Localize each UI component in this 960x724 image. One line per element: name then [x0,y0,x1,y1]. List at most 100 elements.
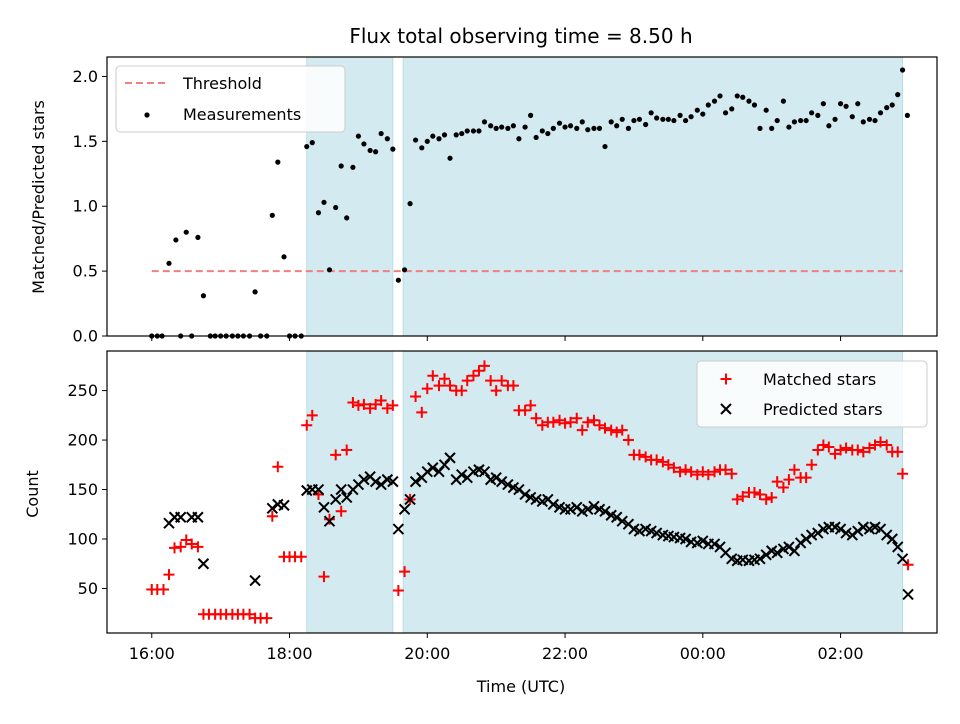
predicted-star-point [409,475,422,488]
top-y-tick-label: 0.5 [73,262,98,281]
predicted-star-point [812,527,824,539]
matched-star-point [766,491,778,503]
predicted-star-point [490,471,502,484]
measurement-point [849,114,855,120]
top-axes-frame [106,56,938,337]
measurement-point [904,112,910,118]
matched-star-point [777,482,789,494]
matched-star-point [416,406,428,418]
measurement-point [648,110,654,116]
legend-predicted-label: Predicted stars [763,400,883,419]
predicted-star-point [192,511,204,523]
measurement-point [499,124,505,130]
measurement-point [533,134,539,141]
top-y-tick-label: 0.0 [73,327,98,346]
measurement-point [860,119,866,125]
matched-star-point [530,412,542,424]
measurement-point [786,124,792,130]
measurement-point [275,159,281,165]
bottom-y-tick-label: 100 [67,530,98,549]
measurement-point [877,110,884,116]
measurement-point [281,254,287,260]
matched-star-point [902,559,914,571]
measurement-point [820,101,826,107]
matched-star-point [439,373,451,385]
measurement-point [344,215,350,221]
matched-star-point [381,402,393,414]
matched-star-point [387,399,399,411]
measurement-point [791,119,798,125]
predicted-star-point [392,523,405,535]
matched-star-point [674,466,686,478]
measurement-point [309,140,315,146]
legend-measurement-swatch [144,112,150,118]
predicted-star-point [846,529,858,541]
measurement-point [326,267,333,273]
measurement-point [528,112,534,118]
matched-star-point [788,464,800,476]
predicted-star-point [564,503,577,516]
measurement-point [407,201,413,207]
matched-star-point [668,462,680,474]
measurement-point [493,125,499,131]
matched-star-point [554,414,566,426]
matched-star-point [461,375,473,387]
predicted-star-point [571,501,583,514]
matched-star-point [330,449,342,461]
measurement-point [671,117,677,124]
matched-star-point [869,439,881,451]
measurement-point [660,116,666,122]
measurement-point [631,117,637,124]
predicted-star-point [892,541,904,553]
predicted-star-point [478,466,491,478]
matched-star-point [347,396,359,408]
measurement-point [809,110,815,116]
measurement-point [481,119,488,125]
legend-matched-label: Matched stars [763,370,876,389]
top-y-tick-label: 1.5 [73,132,98,151]
matched-star-point [823,441,835,453]
bottom-y-tick-label: 200 [67,431,98,450]
matched-star-point [244,608,256,620]
measurement-point [333,204,339,211]
matched-star-point [261,612,273,624]
measurement-point [579,119,585,125]
matched-star-point [473,365,485,377]
measurement-point [361,141,367,147]
matched-star-point [875,436,887,448]
matched-star-point [444,380,456,392]
measurement-point [746,98,752,104]
measurement-point [488,123,494,129]
x-tick-label: 02:00 [818,644,864,663]
predicted-star-point [433,466,445,478]
measurement-point [899,67,906,73]
x-tick-label: 22:00 [542,644,588,663]
top-legend-box [115,65,346,133]
measurement-point [424,138,430,144]
predicted-star-point [404,493,416,506]
predicted-star-point [318,501,330,514]
predicted-star-point [599,505,611,518]
predicted-star-point [588,500,600,513]
measurement-point [574,125,580,131]
predicted-star-point [369,475,382,488]
measurement-point [355,133,362,139]
matched-star-point [192,541,204,553]
predicted-star-point [616,515,628,527]
predicted-star-point [444,452,456,464]
legend-matched-swatch [720,373,732,385]
matched-star-point [525,399,537,411]
measurement-point [654,115,660,121]
measurement-point [711,98,718,104]
measurement-point [602,143,608,150]
measurement-point [855,101,861,107]
measurement-point [682,117,689,124]
predicted-star-point [266,502,279,515]
matched-star-point [593,419,605,431]
measurement-point [476,128,482,134]
predicted-star-point [896,553,909,565]
matched-star-point [852,444,864,456]
measurement-point [872,117,878,124]
top-legend: Threshold Measurements [115,65,346,133]
measurement-point [619,116,625,122]
